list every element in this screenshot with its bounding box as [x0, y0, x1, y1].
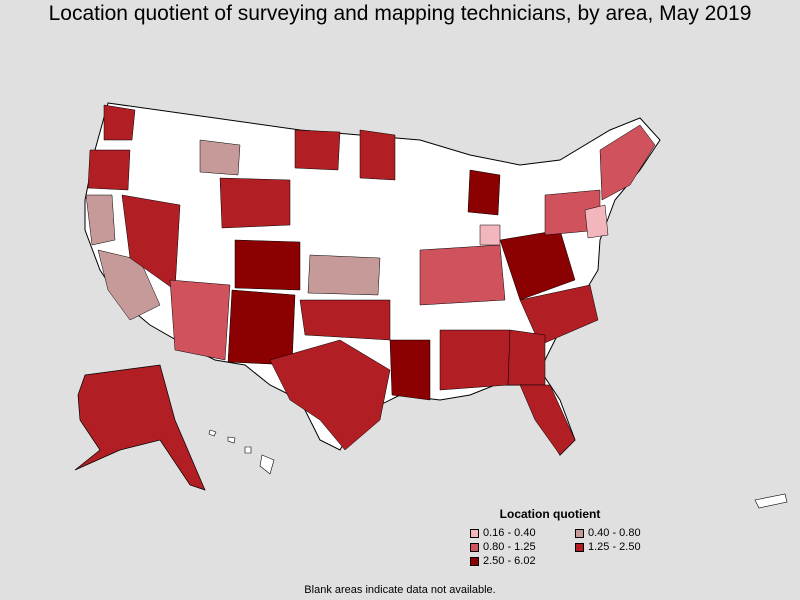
- legend-label-1: 0.40 - 0.80: [588, 527, 641, 539]
- legend-item-4: 2.50 - 6.02: [470, 555, 575, 567]
- legend-swatch-4: [470, 556, 479, 566]
- legend-item-3: 1.25 - 2.50: [575, 541, 675, 553]
- legend-item-2: 0.80 - 1.25: [470, 541, 575, 553]
- region-new-mexico: [227, 289, 296, 366]
- region-texas: [269, 339, 391, 451]
- region-puerto-rico: [754, 493, 788, 509]
- region-missouri-ohio-valley: [419, 244, 506, 306]
- footnote: Blank areas indicate data not available.: [304, 584, 496, 596]
- region-north-dakota: [294, 129, 341, 171]
- region-new-england: [599, 124, 656, 201]
- region-hawaii: [208, 429, 275, 475]
- region-alaska: [74, 364, 206, 491]
- region-colorado: [234, 239, 301, 291]
- legend-label-3: 1.25 - 2.50: [588, 541, 641, 553]
- legend: Location quotient 0.16 - 0.40 0.40 - 0.8…: [470, 507, 670, 567]
- legend-swatch-1: [575, 528, 584, 538]
- region-appalachia: [499, 229, 576, 301]
- region-oregon: [87, 149, 131, 191]
- legend-label-0: 0.16 - 0.40: [483, 527, 536, 539]
- region-northeast-light: [584, 204, 609, 239]
- legend-item-0: 0.16 - 0.40: [470, 527, 575, 539]
- legend-label-4: 2.50 - 6.02: [483, 555, 536, 567]
- region-minnesota: [359, 129, 396, 181]
- region-washington-west: [103, 104, 136, 141]
- legend-title: Location quotient: [499, 507, 601, 521]
- region-california-north: [85, 194, 116, 246]
- legend-swatch-3: [575, 542, 584, 552]
- region-carolinas: [519, 284, 599, 346]
- legend-swatch-2: [470, 542, 479, 552]
- legend-label-2: 0.80 - 1.25: [483, 541, 536, 553]
- region-louisiana: [389, 339, 431, 401]
- region-florida: [519, 384, 576, 456]
- region-wyoming: [219, 177, 291, 229]
- legend-grid: 0.16 - 0.40 0.40 - 0.80 0.80 - 1.25 1.25…: [470, 527, 670, 567]
- map-title: Location quotient of surveying and mappi…: [48, 2, 752, 25]
- region-idaho-montana: [199, 139, 241, 176]
- region-mississippi-alabama: [439, 329, 511, 391]
- region-kansas: [307, 254, 381, 296]
- region-arizona: [169, 279, 231, 361]
- region-oklahoma: [299, 299, 391, 341]
- legend-item-1: 0.40 - 0.80: [575, 527, 675, 539]
- region-illinois-light: [479, 224, 501, 246]
- legend-swatch-0: [470, 528, 479, 538]
- region-michigan: [467, 169, 501, 216]
- region-georgia: [507, 329, 546, 386]
